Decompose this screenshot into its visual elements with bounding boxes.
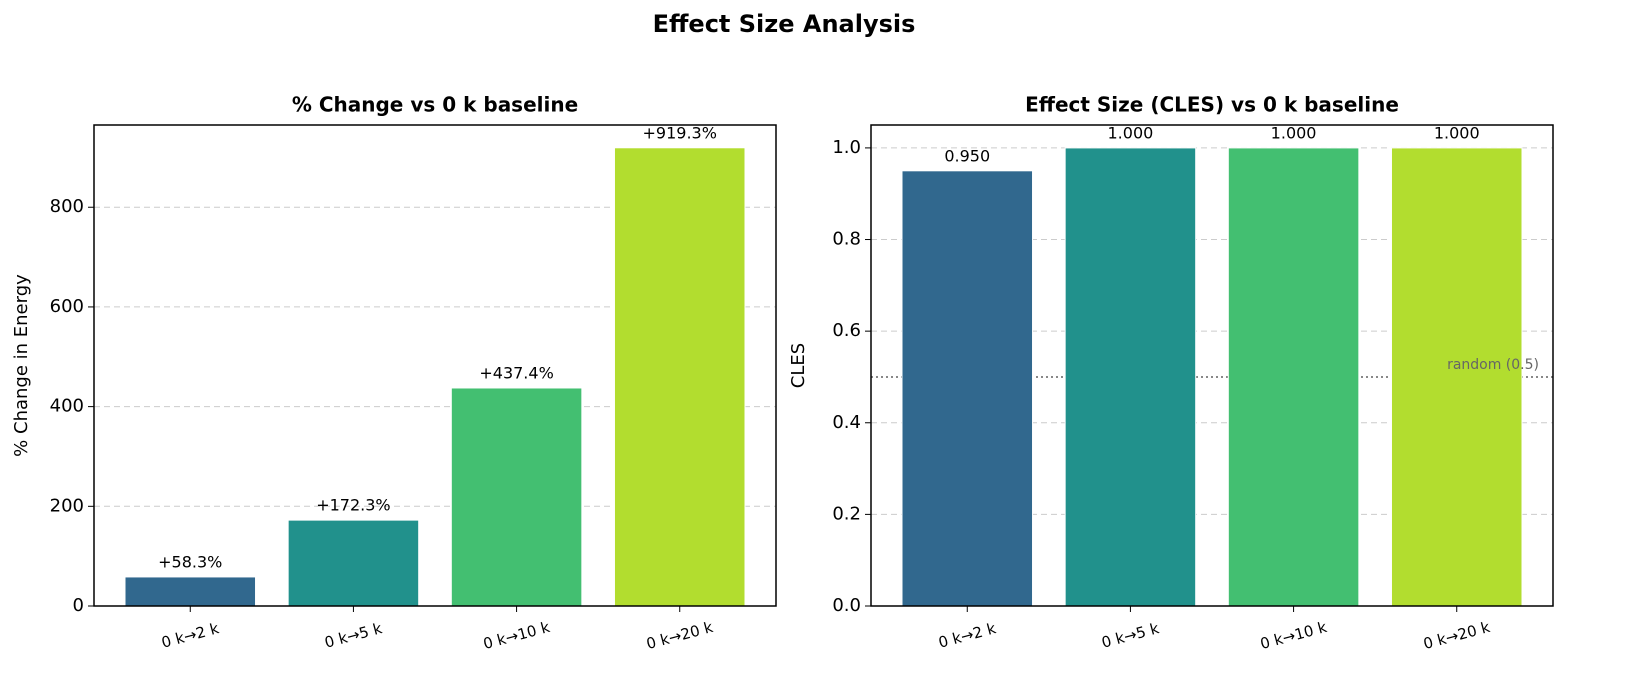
x-tick-label: 0 k→10 k (1258, 618, 1329, 653)
y-tick-label: 600 (50, 296, 84, 317)
y-axis-label: % Change in Energy (11, 274, 32, 457)
y-tick-label: 800 (50, 196, 84, 217)
axes-frame (870, 124, 1554, 607)
x-tick-label: 0 k→20 k (644, 618, 715, 653)
bar (1227, 147, 1360, 607)
bar (1390, 147, 1523, 607)
value-label: 1.000 (1434, 123, 1480, 142)
chart-title: % Change vs 0 k baseline (292, 93, 578, 117)
figure-title: Effect Size Analysis (653, 10, 916, 38)
y-axis-label: CLES (788, 343, 809, 388)
bar (1064, 147, 1197, 607)
chart-title: Effect Size (CLES) vs 0 k baseline (1025, 93, 1399, 117)
y-tick-label: 0.8 (832, 229, 861, 250)
y-tick-label: 400 (50, 396, 84, 417)
axes-frame (93, 124, 777, 607)
y-tick-label: 0 (73, 595, 84, 616)
value-label: +58.3% (158, 552, 222, 571)
y-tick-label: 0.4 (832, 412, 861, 433)
y-tick-label: 0.6 (832, 320, 861, 341)
y-tick-label: 0.2 (832, 503, 861, 524)
bar (450, 387, 583, 607)
x-tick-label: 0 k→2 k (937, 619, 999, 652)
reference-label: random (0.5) (1447, 357, 1539, 373)
bar (124, 576, 257, 607)
x-tick-label: 0 k→20 k (1421, 618, 1492, 653)
x-tick-label: 0 k→5 k (1100, 619, 1162, 652)
y-tick-label: 1.0 (832, 137, 861, 158)
bar (287, 519, 420, 607)
value-label: +172.3% (316, 496, 390, 515)
bar (901, 170, 1034, 607)
y-tick-label: 0.0 (832, 595, 861, 616)
value-label: +919.3% (643, 123, 717, 142)
y-tick-label: 200 (50, 495, 84, 516)
value-label: 1.000 (1271, 123, 1317, 142)
x-tick-label: 0 k→10 k (481, 618, 552, 653)
bar (613, 147, 746, 607)
x-tick-label: 0 k→5 k (323, 619, 385, 652)
value-label: +437.4% (479, 363, 553, 382)
x-tick-label: 0 k→2 k (160, 619, 222, 652)
value-label: 0.950 (944, 146, 990, 165)
value-label: 1.000 (1108, 123, 1154, 142)
